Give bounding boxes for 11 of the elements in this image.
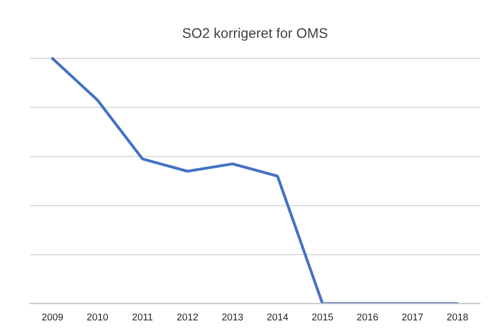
x-tick-label: 2015 [312,314,333,320]
x-tick-label: 2018 [447,314,468,320]
x-tick-label: 2011 [132,314,152,320]
x-tick-label: 2012 [177,314,198,320]
x-tick-label: 2016 [357,314,378,320]
x-tick-label: 2009 [42,314,63,320]
x-tick-label: 2013 [222,314,243,320]
x-tick-label: 2017 [402,314,423,320]
x-tick-label: 2010 [87,314,108,320]
chart-title: SO2 korrigeret for OMS [182,28,328,41]
x-tick-label: 2014 [267,314,288,320]
